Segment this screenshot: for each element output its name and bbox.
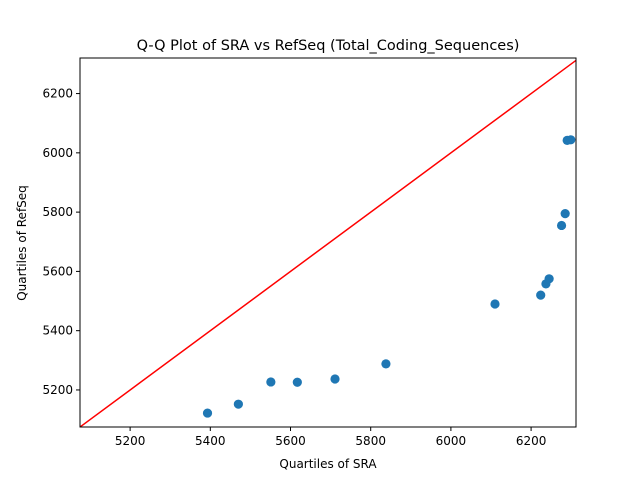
x-tick-label-6000: 6000: [436, 434, 467, 448]
x-tick-label-5200: 5200: [115, 434, 146, 448]
y-tick-label-6200: 6200: [42, 87, 73, 101]
x-axis-label: Quartiles of SRA: [279, 457, 377, 471]
x-tick-label-5800: 5800: [355, 434, 386, 448]
data-point-2: [266, 377, 276, 387]
data-point-6: [490, 299, 500, 309]
y-tick-label-5800: 5800: [42, 205, 73, 219]
data-point-1: [233, 399, 243, 409]
y-tick-label-5400: 5400: [42, 324, 73, 338]
data-point-10: [556, 220, 567, 231]
data-point-13: [566, 135, 576, 145]
data-point-4: [330, 374, 340, 384]
y-axis-label: Quartiles of RefSeq: [15, 185, 29, 301]
data-point-3: [292, 377, 302, 387]
data-point-7: [536, 290, 546, 300]
y-tick-label-5600: 5600: [42, 264, 73, 278]
reference-line: [80, 59, 576, 427]
data-point-0: [202, 408, 213, 418]
data-point-5: [381, 359, 391, 369]
plot-area: 5200 5400 5600 5800 6000 6200 5200 5400 5600 5800…: [42, 57, 577, 448]
x-tick-label-5400: 5400: [195, 434, 226, 448]
data-point-11: [560, 209, 570, 219]
x-tick-label-5600: 5600: [275, 434, 306, 448]
y-tick-label-5200: 5200: [42, 383, 73, 397]
x-tick-label-6200: 6200: [516, 434, 547, 448]
data-point-9: [544, 274, 554, 284]
axes-frame: [79, 57, 577, 428]
chart-title: Q-Q Plot of SRA vs RefSeq (Total_Coding_…: [137, 38, 520, 54]
y-tick-label-6000: 6000: [42, 146, 73, 160]
